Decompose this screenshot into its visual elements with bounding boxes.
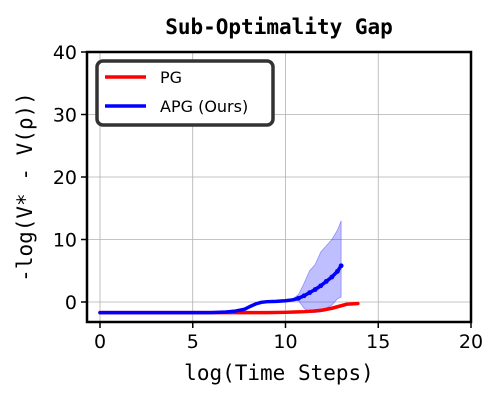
data-point — [318, 283, 324, 289]
data-point — [323, 278, 329, 284]
data-point — [307, 290, 313, 296]
y-axis-label: -log(V* - V(ρ)) — [13, 92, 37, 282]
y-tick-label: 30 — [53, 105, 77, 127]
x-tick-label: 20 — [459, 331, 483, 353]
legend-label-pg: PG — [160, 68, 182, 87]
y-tick-label: 20 — [53, 167, 77, 189]
band-1 — [99, 220, 342, 314]
data-point — [335, 268, 340, 274]
y-tick-label: 10 — [53, 230, 77, 252]
data-point — [329, 274, 335, 280]
plot-frame — [85, 50, 473, 324]
x-tick-label: 15 — [366, 331, 390, 353]
data-point — [301, 293, 307, 299]
chart-title: Sub-Optimality Gap — [165, 15, 393, 39]
series-markers — [296, 263, 344, 301]
y-tick-label: 40 — [53, 42, 77, 64]
legend-label-apg: APG (Ours) — [160, 97, 248, 116]
legend: PG APG (Ours) — [95, 59, 275, 127]
y-axis-ticks: 0 10 20 30 40 — [53, 42, 87, 314]
confidence-band — [99, 220, 342, 314]
x-tick-label: 10 — [273, 331, 297, 353]
y-tick-label: 0 — [65, 292, 77, 314]
data-point — [312, 287, 318, 292]
data-point — [296, 295, 301, 301]
x-axis-label: log(Time Steps) — [184, 361, 374, 385]
x-axis-ticks: 0 5 10 15 20 — [94, 322, 483, 353]
x-tick-label: 5 — [187, 331, 199, 353]
x-tick-label: 0 — [94, 331, 106, 353]
data-point — [338, 263, 344, 269]
